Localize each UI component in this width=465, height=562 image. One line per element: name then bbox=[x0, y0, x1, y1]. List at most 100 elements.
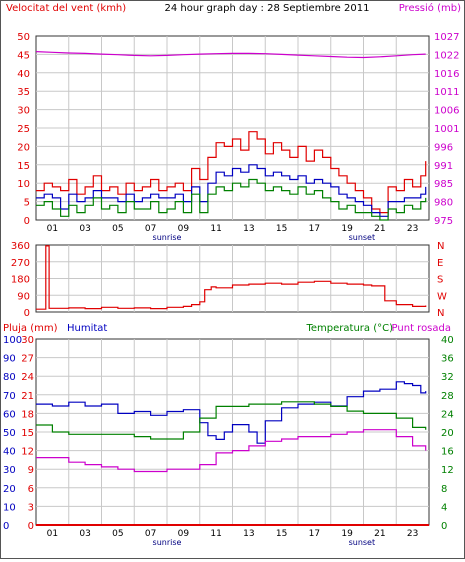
rain-y-tick: 6 bbox=[28, 484, 34, 495]
climate-x-tick: 23 bbox=[407, 529, 418, 539]
rain-y-tick: 3 bbox=[28, 502, 34, 513]
rain-y-tick: 18 bbox=[21, 409, 34, 420]
wind-y-tick: 45 bbox=[17, 50, 30, 61]
direction-y-tick: 360 bbox=[11, 241, 30, 252]
pressure-y-tick: 1016 bbox=[434, 69, 459, 80]
humidity-y-tick: 50 bbox=[3, 428, 16, 439]
wind-x-tick: 21 bbox=[374, 224, 385, 234]
direction-y-tick: 0 bbox=[24, 308, 30, 319]
pressure-y-tick: 980 bbox=[434, 198, 453, 209]
direction-compass-label: N bbox=[437, 241, 444, 252]
climate-x-tick: 17 bbox=[309, 529, 320, 539]
wind-series-1 bbox=[36, 164, 427, 217]
wind-y-tick: 0 bbox=[24, 216, 30, 227]
wind-axis-label: Velocitat del vent (kmh) bbox=[6, 3, 126, 14]
direction-compass-label: E bbox=[437, 258, 443, 269]
humidity-y-tick: 0 bbox=[3, 521, 9, 532]
temperature-y-tick: 24 bbox=[441, 409, 454, 420]
pressure-y-tick: 985 bbox=[434, 179, 453, 190]
climate-x-tick: 13 bbox=[243, 529, 254, 539]
climate-series-2 bbox=[36, 401, 427, 440]
pressure-axis-label: Pressió (mb) bbox=[399, 2, 461, 14]
climate-x-tick: 03 bbox=[79, 529, 90, 539]
temperature-y-tick: 12 bbox=[441, 465, 454, 476]
rain-y-tick: 15 bbox=[21, 428, 34, 439]
temperature-axis-label: Temperatura (°C) bbox=[305, 323, 393, 334]
wind-y-tick: 20 bbox=[17, 142, 30, 153]
wind-sunrise-label: sunrise bbox=[153, 233, 182, 242]
pressure-y-tick: 996 bbox=[434, 142, 453, 153]
humidity-y-tick: 40 bbox=[3, 447, 16, 458]
rain-y-tick: 21 bbox=[21, 391, 34, 402]
climate-sunrise-label: sunrise bbox=[153, 538, 182, 547]
wind-series-3 bbox=[35, 51, 426, 59]
climate-x-tick: 09 bbox=[178, 529, 190, 539]
climate-x-tick: 19 bbox=[341, 529, 353, 539]
humidity-y-tick: 90 bbox=[3, 354, 16, 365]
direction-y-tick: 90 bbox=[17, 291, 30, 302]
wind-y-tick: 15 bbox=[17, 161, 30, 172]
wind-x-tick: 11 bbox=[210, 224, 221, 234]
climate-x-tick: 07 bbox=[145, 529, 156, 539]
wind-y-tick: 50 bbox=[17, 32, 30, 43]
temperature-y-tick: 0 bbox=[441, 521, 447, 532]
wind-x-tick: 23 bbox=[407, 224, 418, 234]
dewpoint-axis-label: Punt rosada bbox=[392, 323, 451, 334]
temperature-y-tick: 32 bbox=[441, 372, 454, 383]
temperature-y-tick: 40 bbox=[441, 335, 454, 346]
climate-x-tick: 05 bbox=[112, 529, 123, 539]
wind-x-tick: 05 bbox=[112, 224, 123, 234]
rain-y-tick: 27 bbox=[21, 354, 34, 365]
temperature-y-tick: 16 bbox=[441, 447, 454, 458]
temperature-y-tick: 20 bbox=[441, 428, 454, 439]
climate-x-tick: 01 bbox=[47, 529, 58, 539]
humidity-y-tick: 10 bbox=[3, 502, 16, 513]
pressure-y-tick: 1001 bbox=[434, 124, 459, 135]
temperature-y-tick: 4 bbox=[441, 502, 447, 513]
rain-y-tick: 12 bbox=[21, 447, 34, 458]
direction-series-0 bbox=[36, 245, 427, 310]
wind-x-tick: 09 bbox=[178, 224, 190, 234]
pressure-y-tick: 991 bbox=[434, 161, 453, 172]
wind-y-tick: 10 bbox=[17, 179, 30, 190]
climate-sunset-label: sunset bbox=[349, 538, 376, 547]
pressure-y-tick: 1027 bbox=[434, 32, 459, 43]
wind-y-tick: 25 bbox=[17, 124, 30, 135]
temperature-y-tick: 36 bbox=[441, 354, 454, 365]
wind-series-2 bbox=[36, 178, 427, 221]
direction-compass-label: N bbox=[437, 308, 444, 319]
climate-x-tick: 21 bbox=[374, 529, 385, 539]
pressure-y-tick: 1022 bbox=[434, 50, 459, 61]
temperature-y-tick: 28 bbox=[441, 391, 454, 402]
rain-y-tick: 24 bbox=[21, 372, 34, 383]
humidity-y-tick: 100 bbox=[3, 335, 22, 346]
wind-sunset-label: sunset bbox=[349, 233, 376, 242]
wind-x-tick: 17 bbox=[309, 224, 320, 234]
wind-y-tick: 35 bbox=[17, 87, 30, 98]
climate-x-tick: 11 bbox=[210, 529, 221, 539]
humidity-y-tick: 70 bbox=[3, 391, 16, 402]
wind-y-tick: 30 bbox=[17, 106, 30, 117]
direction-compass-label: S bbox=[437, 275, 443, 286]
wind-x-tick: 01 bbox=[47, 224, 58, 234]
pressure-y-tick: 1011 bbox=[434, 87, 459, 98]
humidity-y-tick: 80 bbox=[3, 372, 16, 383]
pressure-y-tick: 1006 bbox=[434, 106, 459, 117]
page-title: 24 hour graph day : 28 Septiembre 2011 bbox=[165, 3, 370, 14]
wind-x-tick: 03 bbox=[79, 224, 90, 234]
wind-x-tick: 19 bbox=[341, 224, 353, 234]
pressure-y-tick: 975 bbox=[434, 216, 453, 227]
wind-y-tick: 5 bbox=[24, 198, 30, 209]
climate-series-3 bbox=[36, 429, 427, 473]
humidity-y-tick: 30 bbox=[3, 465, 16, 476]
humidity-y-tick: 20 bbox=[3, 484, 16, 495]
wind-x-tick: 07 bbox=[145, 224, 156, 234]
wind-x-tick: 13 bbox=[243, 224, 254, 234]
rain-y-tick: 0 bbox=[28, 521, 34, 532]
direction-y-tick: 180 bbox=[11, 275, 30, 286]
direction-y-tick: 270 bbox=[11, 258, 30, 269]
rain-axis-label: Pluja (mm) bbox=[3, 323, 58, 334]
temperature-y-tick: 8 bbox=[441, 484, 447, 495]
